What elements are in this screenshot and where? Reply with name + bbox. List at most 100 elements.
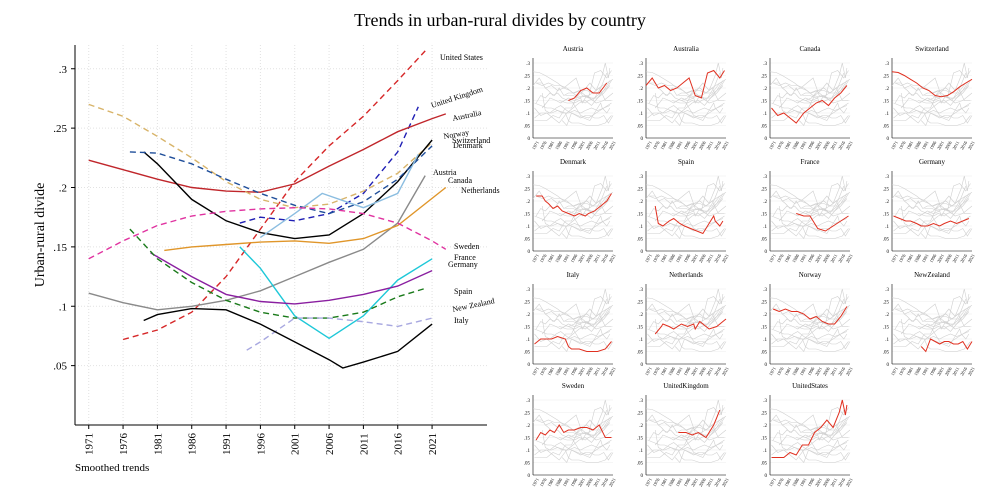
panel-y-tick-label: .2 bbox=[526, 313, 530, 318]
panel-y-tick-label: .05 bbox=[761, 238, 768, 243]
panel-background-line bbox=[893, 336, 971, 352]
panel-background-line bbox=[771, 328, 848, 340]
panel-y-tick-label: 0 bbox=[528, 137, 531, 142]
panel-x-tick-label: 1986 bbox=[554, 253, 563, 264]
panel-background-line bbox=[532, 183, 612, 212]
panel-y-tick-label: .05 bbox=[883, 125, 890, 130]
panel-background-line bbox=[647, 447, 725, 463]
panel-background-line bbox=[534, 288, 611, 347]
panel-y-tick-label: .2 bbox=[763, 200, 767, 205]
panel-x-tick-label: 1986 bbox=[913, 140, 922, 151]
panel-background-line bbox=[798, 112, 851, 127]
panel-background-line bbox=[769, 296, 849, 325]
panel-x-tick-label: 2016 bbox=[600, 477, 609, 488]
panel-y-tick-label: 0 bbox=[641, 363, 644, 368]
panel-highlight-line bbox=[891, 71, 973, 98]
panel-y-tick-label: .05 bbox=[524, 238, 531, 243]
panel-background-line bbox=[536, 306, 612, 330]
panel-x-tick-label: 1971 bbox=[644, 477, 653, 487]
panel-y-tick-label: .05 bbox=[524, 351, 531, 356]
chart-title: Trends in urban-rural divides by country bbox=[354, 10, 646, 30]
panel-background-line bbox=[561, 338, 614, 353]
panel-x-tick-label: 2011 bbox=[830, 140, 839, 150]
panel-x-tick-label: 2016 bbox=[837, 366, 846, 377]
panel-y-tick-label: .3 bbox=[763, 62, 767, 67]
panel-y-tick-label: .1 bbox=[526, 449, 530, 454]
panel-background-line bbox=[647, 399, 724, 458]
panel-background-line bbox=[654, 205, 727, 222]
panel-x-tick-label: 1996 bbox=[569, 140, 578, 151]
panel-y-tick-label: .1 bbox=[526, 225, 530, 230]
series-label-denmark: Denmark bbox=[453, 141, 483, 150]
panel-germany: Germany.3.25.2.15.1.05019711976198119861… bbox=[883, 158, 976, 264]
panel-x-tick-label: 1996 bbox=[569, 477, 578, 488]
panel-y-tick-label: .2 bbox=[885, 87, 889, 92]
panel-y-tick-label: .25 bbox=[637, 75, 644, 80]
panel-x-tick-label: 1976 bbox=[652, 253, 661, 264]
panel-background-line bbox=[798, 225, 851, 240]
series-line-norway bbox=[88, 103, 433, 209]
panel-background-line bbox=[805, 419, 845, 438]
panel-y-tick-label: .3 bbox=[763, 288, 767, 293]
panel-x-tick-label: 1971 bbox=[890, 253, 899, 263]
panel-x-tick-label: 1971 bbox=[531, 253, 540, 263]
series-line-sweden bbox=[88, 206, 447, 260]
panel-x-tick-label: 1981 bbox=[783, 477, 792, 487]
panel-x-tick-label: 1971 bbox=[644, 253, 653, 263]
panel-y-tick-label: .3 bbox=[763, 175, 767, 180]
panel-background-line bbox=[891, 183, 971, 212]
panel-y-tick-label: .2 bbox=[763, 313, 767, 318]
panel-x-tick-label: 1991 bbox=[921, 366, 930, 376]
panel-background-line bbox=[681, 419, 721, 438]
panel-highlight-line bbox=[771, 399, 848, 458]
panel-y-tick-label: .25 bbox=[524, 301, 531, 306]
panel-background-line bbox=[536, 417, 612, 441]
panel-x-tick-label: 1996 bbox=[806, 366, 815, 377]
panel-background-line bbox=[681, 308, 721, 327]
panel-background-line bbox=[927, 308, 967, 327]
panel-y-tick-label: 0 bbox=[765, 137, 768, 142]
series-label-sweden: Sweden bbox=[454, 242, 479, 251]
panel-background-line bbox=[771, 175, 848, 234]
panel-x-tick-label: 1981 bbox=[546, 477, 555, 487]
panel-background-line bbox=[772, 313, 849, 330]
panel-x-tick-label: 2021 bbox=[967, 140, 976, 150]
series-label-austria: Austria bbox=[433, 168, 457, 177]
panel-x-tick-label: 1971 bbox=[768, 477, 777, 487]
panel-x-tick-label: 2011 bbox=[830, 366, 839, 376]
panel-background-line bbox=[778, 429, 851, 446]
panel-y-tick-label: .05 bbox=[637, 351, 644, 356]
panel-x-tick-label: 2021 bbox=[608, 366, 617, 376]
panel-highlight-line bbox=[678, 409, 721, 439]
panel-background-line bbox=[649, 80, 725, 104]
panel-y-tick-label: .25 bbox=[761, 188, 768, 193]
panel-background-line bbox=[648, 313, 725, 330]
panel-x-tick-label: 2021 bbox=[845, 140, 854, 150]
panel-background-line bbox=[778, 205, 851, 222]
panel-background-line bbox=[647, 102, 724, 114]
panel-y-tick-label: .3 bbox=[526, 62, 530, 67]
panel-background-line bbox=[568, 419, 608, 438]
panel-background-line bbox=[772, 424, 849, 441]
series-line-united-kingdom bbox=[239, 106, 419, 224]
panel-x-tick-label: 1971 bbox=[644, 366, 653, 376]
panel-background-line bbox=[773, 417, 849, 441]
panel-x-tick-label: 1976 bbox=[776, 253, 785, 264]
panel-x-tick-label: 1981 bbox=[659, 253, 668, 263]
panel-y-tick-label: .1 bbox=[885, 338, 889, 343]
panel-background-line bbox=[805, 308, 845, 327]
panel-background-line bbox=[534, 102, 611, 114]
panel-x-tick-label: 2016 bbox=[600, 366, 609, 377]
panel-background-line bbox=[894, 313, 971, 330]
panel-background-line bbox=[645, 407, 725, 436]
panel-x-tick-label: 2011 bbox=[706, 140, 715, 150]
panel-x-tick-label: 2016 bbox=[713, 477, 722, 488]
panel-x-tick-label: 1976 bbox=[539, 477, 548, 488]
panel-background-line bbox=[900, 318, 970, 347]
panel-y-tick-label: .2 bbox=[639, 87, 643, 92]
panel-y-tick-label: 0 bbox=[528, 363, 531, 368]
panel-y-tick-label: .15 bbox=[761, 100, 768, 105]
panel-x-tick-label: 1976 bbox=[652, 477, 661, 488]
panel-background-line bbox=[798, 449, 851, 464]
panel-y-tick-label: .15 bbox=[883, 100, 890, 105]
